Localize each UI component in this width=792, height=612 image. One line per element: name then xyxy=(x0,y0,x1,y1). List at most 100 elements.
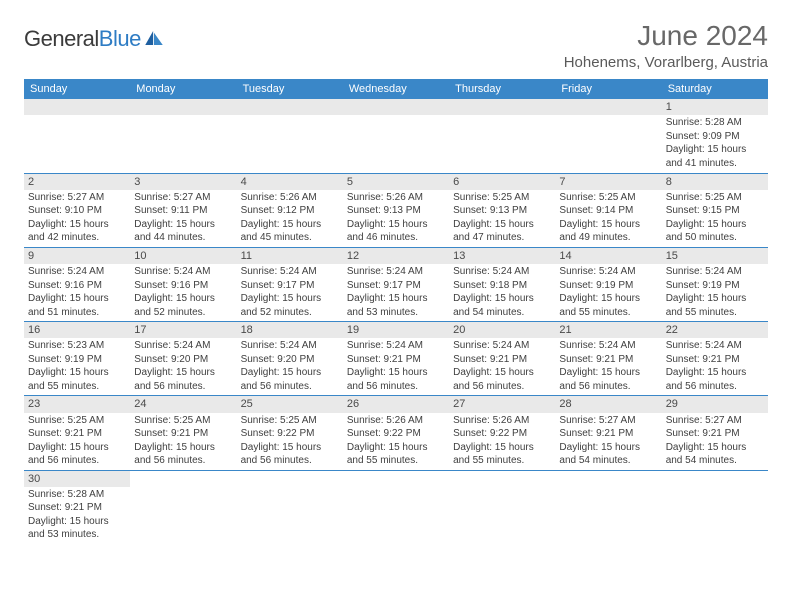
logo-general-text: General xyxy=(24,26,99,52)
location-text: Hohenems, Vorarlberg, Austria xyxy=(564,54,768,71)
day-number: 8 xyxy=(662,174,768,190)
col-wednesday: Wednesday xyxy=(343,79,449,99)
calendar-cell: 19Sunrise: 5:24 AMSunset: 9:21 PMDayligh… xyxy=(343,322,449,396)
col-thursday: Thursday xyxy=(449,79,555,99)
day-info: Sunrise: 5:26 AMSunset: 9:12 PMDaylight:… xyxy=(237,190,343,247)
calendar-cell: 25Sunrise: 5:25 AMSunset: 9:22 PMDayligh… xyxy=(237,396,343,470)
day-number: 6 xyxy=(449,174,555,190)
sunrise-text: Sunrise: 5:27 AM xyxy=(134,191,232,205)
calendar-cell: 17Sunrise: 5:24 AMSunset: 9:20 PMDayligh… xyxy=(130,322,236,396)
sunset-text: Sunset: 9:21 PM xyxy=(347,353,445,367)
sunset-text: Sunset: 9:13 PM xyxy=(347,204,445,218)
title-block: June 2024 Hohenems, Vorarlberg, Austria xyxy=(564,20,768,71)
sunset-text: Sunset: 9:15 PM xyxy=(666,204,764,218)
daylight-text: Daylight: 15 hours and 49 minutes. xyxy=(559,218,657,245)
sunset-text: Sunset: 9:19 PM xyxy=(666,279,764,293)
calendar-cell: 1Sunrise: 5:28 AMSunset: 9:09 PMDaylight… xyxy=(662,99,768,173)
day-number: 9 xyxy=(24,248,130,264)
col-sunday: Sunday xyxy=(24,79,130,99)
day-info: Sunrise: 5:25 AMSunset: 9:21 PMDaylight:… xyxy=(130,413,236,470)
col-saturday: Saturday xyxy=(662,79,768,99)
sunrise-text: Sunrise: 5:24 AM xyxy=(347,265,445,279)
day-info: Sunrise: 5:24 AMSunset: 9:16 PMDaylight:… xyxy=(24,264,130,321)
sunset-text: Sunset: 9:22 PM xyxy=(241,427,339,441)
daylight-text: Daylight: 15 hours and 42 minutes. xyxy=(28,218,126,245)
weekday-header-row: Sunday Monday Tuesday Wednesday Thursday… xyxy=(24,79,768,99)
day-number: 16 xyxy=(24,322,130,338)
logo-text: General Blue xyxy=(24,26,141,52)
calendar-cell xyxy=(130,99,236,173)
calendar-cell: 12Sunrise: 5:24 AMSunset: 9:17 PMDayligh… xyxy=(343,247,449,321)
calendar-cell xyxy=(449,99,555,173)
day-info: Sunrise: 5:26 AMSunset: 9:13 PMDaylight:… xyxy=(343,190,449,247)
calendar-cell: 18Sunrise: 5:24 AMSunset: 9:20 PMDayligh… xyxy=(237,322,343,396)
sunrise-text: Sunrise: 5:28 AM xyxy=(666,116,764,130)
daylight-text: Daylight: 15 hours and 52 minutes. xyxy=(134,292,232,319)
sunset-text: Sunset: 9:21 PM xyxy=(134,427,232,441)
sunrise-text: Sunrise: 5:28 AM xyxy=(28,488,126,502)
calendar-cell: 27Sunrise: 5:26 AMSunset: 9:22 PMDayligh… xyxy=(449,396,555,470)
daylight-text: Daylight: 15 hours and 54 minutes. xyxy=(453,292,551,319)
day-info: Sunrise: 5:25 AMSunset: 9:15 PMDaylight:… xyxy=(662,190,768,247)
day-number: 17 xyxy=(130,322,236,338)
sunrise-text: Sunrise: 5:24 AM xyxy=(559,265,657,279)
sunrise-text: Sunrise: 5:25 AM xyxy=(241,414,339,428)
sunset-text: Sunset: 9:22 PM xyxy=(347,427,445,441)
daylight-text: Daylight: 15 hours and 55 minutes. xyxy=(453,441,551,468)
sunrise-text: Sunrise: 5:24 AM xyxy=(666,339,764,353)
calendar-cell: 21Sunrise: 5:24 AMSunset: 9:21 PMDayligh… xyxy=(555,322,661,396)
sunset-text: Sunset: 9:20 PM xyxy=(241,353,339,367)
calendar-cell: 26Sunrise: 5:26 AMSunset: 9:22 PMDayligh… xyxy=(343,396,449,470)
sunrise-text: Sunrise: 5:23 AM xyxy=(28,339,126,353)
calendar-cell: 15Sunrise: 5:24 AMSunset: 9:19 PMDayligh… xyxy=(662,247,768,321)
sunset-text: Sunset: 9:19 PM xyxy=(559,279,657,293)
sunrise-text: Sunrise: 5:26 AM xyxy=(241,191,339,205)
day-number: 24 xyxy=(130,396,236,412)
calendar-table: Sunday Monday Tuesday Wednesday Thursday… xyxy=(24,79,768,544)
calendar-cell xyxy=(24,99,130,173)
day-info: Sunrise: 5:27 AMSunset: 9:21 PMDaylight:… xyxy=(662,413,768,470)
day-number: 23 xyxy=(24,396,130,412)
sunset-text: Sunset: 9:16 PM xyxy=(28,279,126,293)
calendar-week-row: 1Sunrise: 5:28 AMSunset: 9:09 PMDaylight… xyxy=(24,99,768,173)
calendar-cell: 13Sunrise: 5:24 AMSunset: 9:18 PMDayligh… xyxy=(449,247,555,321)
calendar-cell xyxy=(237,470,343,544)
daylight-text: Daylight: 15 hours and 56 minutes. xyxy=(241,441,339,468)
calendar-cell: 11Sunrise: 5:24 AMSunset: 9:17 PMDayligh… xyxy=(237,247,343,321)
sunset-text: Sunset: 9:17 PM xyxy=(347,279,445,293)
day-number: 26 xyxy=(343,396,449,412)
day-number: 10 xyxy=(130,248,236,264)
daylight-text: Daylight: 15 hours and 55 minutes. xyxy=(347,441,445,468)
sunrise-text: Sunrise: 5:24 AM xyxy=(666,265,764,279)
calendar-week-row: 2Sunrise: 5:27 AMSunset: 9:10 PMDaylight… xyxy=(24,173,768,247)
day-number: 20 xyxy=(449,322,555,338)
month-title: June 2024 xyxy=(564,20,768,52)
day-info: Sunrise: 5:25 AMSunset: 9:21 PMDaylight:… xyxy=(24,413,130,470)
empty-daynum xyxy=(555,99,661,115)
header-row: General Blue June 2024 Hohenems, Vorarlb… xyxy=(24,20,768,71)
sunrise-text: Sunrise: 5:25 AM xyxy=(666,191,764,205)
sunrise-text: Sunrise: 5:24 AM xyxy=(559,339,657,353)
sunset-text: Sunset: 9:11 PM xyxy=(134,204,232,218)
day-info: Sunrise: 5:27 AMSunset: 9:10 PMDaylight:… xyxy=(24,190,130,247)
sunset-text: Sunset: 9:21 PM xyxy=(666,427,764,441)
sunrise-text: Sunrise: 5:24 AM xyxy=(241,339,339,353)
daylight-text: Daylight: 15 hours and 44 minutes. xyxy=(134,218,232,245)
day-info: Sunrise: 5:24 AMSunset: 9:17 PMDaylight:… xyxy=(343,264,449,321)
sunrise-text: Sunrise: 5:25 AM xyxy=(559,191,657,205)
sunrise-text: Sunrise: 5:27 AM xyxy=(559,414,657,428)
day-info: Sunrise: 5:24 AMSunset: 9:18 PMDaylight:… xyxy=(449,264,555,321)
sunset-text: Sunset: 9:21 PM xyxy=(666,353,764,367)
sunrise-text: Sunrise: 5:24 AM xyxy=(134,265,232,279)
day-number: 22 xyxy=(662,322,768,338)
day-info: Sunrise: 5:24 AMSunset: 9:21 PMDaylight:… xyxy=(449,338,555,395)
sail-icon xyxy=(145,31,163,45)
day-number: 27 xyxy=(449,396,555,412)
calendar-body: 1Sunrise: 5:28 AMSunset: 9:09 PMDaylight… xyxy=(24,99,768,544)
day-number: 3 xyxy=(130,174,236,190)
day-info: Sunrise: 5:24 AMSunset: 9:20 PMDaylight:… xyxy=(237,338,343,395)
daylight-text: Daylight: 15 hours and 56 minutes. xyxy=(453,366,551,393)
sunset-text: Sunset: 9:21 PM xyxy=(28,501,126,515)
day-info: Sunrise: 5:27 AMSunset: 9:11 PMDaylight:… xyxy=(130,190,236,247)
empty-daynum xyxy=(237,99,343,115)
